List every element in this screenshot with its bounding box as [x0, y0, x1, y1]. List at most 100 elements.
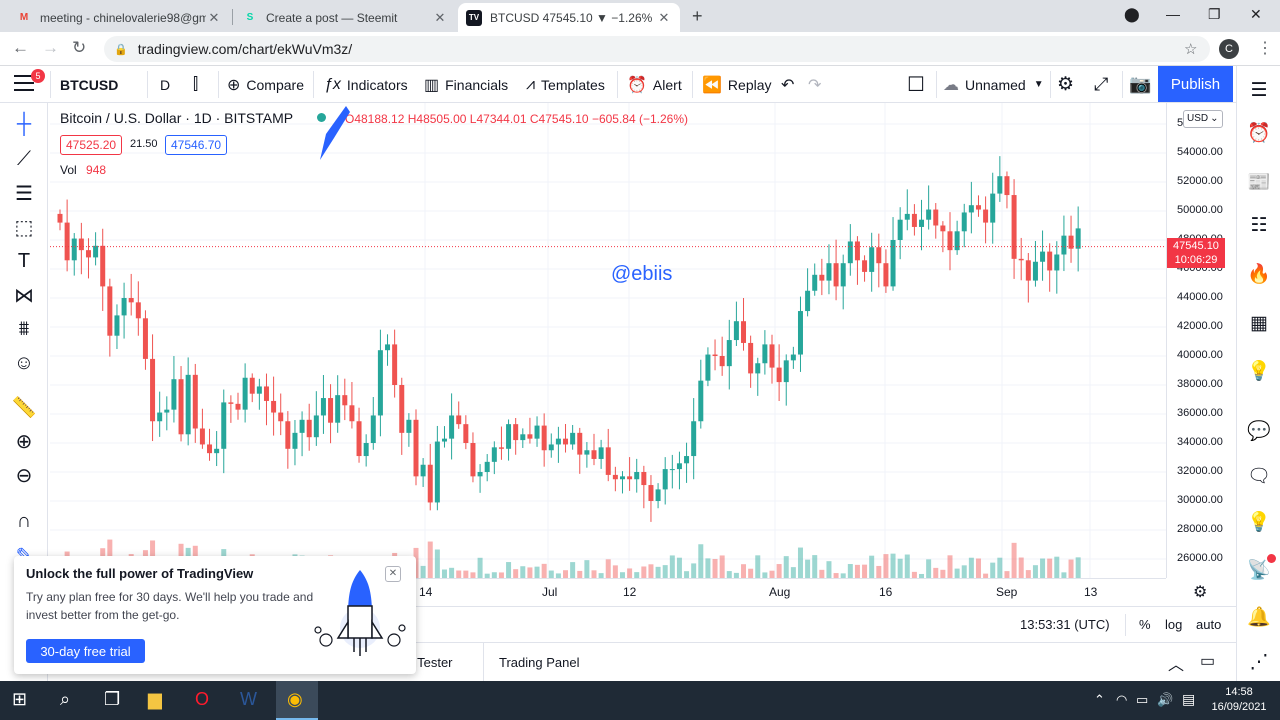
financials-button[interactable]: ▥ Financials [424, 66, 508, 103]
windows-start-icon[interactable]: ⊞ [12, 689, 28, 709]
fullscreen-button[interactable]: ⤢ [1094, 66, 1114, 103]
file-explorer-icon[interactable]: ▆ [148, 689, 162, 709]
word-icon[interactable]: W [240, 689, 257, 709]
text-icon[interactable]: T [17, 249, 31, 272]
chart-style-button[interactable]: ⫿ [193, 66, 204, 103]
browser-tab-steemit[interactable]: S Create a post — Steemit ✕ [234, 3, 456, 32]
price-axis[interactable]: 56000.0054000.0052000.0050000.0048000.00… [1166, 103, 1234, 578]
trend-line-icon[interactable]: ⟋ [17, 147, 31, 170]
symbol-title[interactable]: Bitcoin / U.S. Dollar · 1D · BITSTAMP [60, 110, 294, 126]
publish-button[interactable]: Publish [1158, 66, 1233, 102]
more-icon[interactable]: ⋰ [1249, 651, 1269, 673]
url-field[interactable]: 🔒 tradingview.com/chart/ekWuVm3z/ [104, 36, 1210, 62]
currency-selector[interactable]: USD ⌄ [1183, 110, 1223, 128]
bell-icon[interactable]: 🔔 [1247, 607, 1271, 628]
task-view-icon[interactable]: ❐ [104, 689, 121, 709]
streams-icon[interactable]: 💡 [1247, 512, 1271, 533]
browser-menu-icon[interactable]: ⋮ [1257, 40, 1273, 57]
ruler-icon[interactable]: 📏 [11, 396, 37, 419]
free-trial-button[interactable]: 30-day free trial [26, 639, 145, 663]
settings-button[interactable]: ⚙ [1057, 66, 1080, 103]
maximize-panel-icon[interactable]: ▭ [1200, 653, 1216, 670]
smile-icon[interactable]: ☺ [13, 351, 35, 374]
new-tab-icon[interactable]: + [692, 6, 703, 26]
browser-tab-gmail[interactable]: M meeting - chinelovalerie98@gma ✕ [8, 3, 230, 32]
bookmark-star-icon[interactable]: ☆ [1184, 41, 1198, 58]
watchlist-icon[interactable]: ☰ [1250, 79, 1268, 101]
gear-icon[interactable]: ⚙ [1193, 584, 1208, 601]
fullscreen-select-button[interactable]: ☐ [907, 66, 931, 103]
search-icon[interactable]: ⌕ [60, 689, 71, 709]
maximize-icon[interactable]: ❐ [1208, 6, 1221, 22]
system-clock[interactable]: 14:58 16/09/2021 [1206, 685, 1272, 715]
wifi-icon[interactable]: ◠ [1116, 692, 1128, 707]
broadcast-icon[interactable]: 📡 [1247, 560, 1271, 581]
alert-button[interactable]: ⏰ Alert [627, 66, 682, 103]
volume-bar [605, 559, 611, 578]
fib-icon[interactable]: ☰ [15, 182, 33, 205]
menu-icon[interactable] [14, 75, 34, 93]
templates-button[interactable]: ⩘ Templates [526, 66, 605, 103]
log-toggle[interactable]: log [1165, 617, 1183, 632]
chats-icon[interactable]: 💬 [1247, 421, 1271, 442]
timezone-clock[interactable]: 13:53:31 (UTC) [1020, 617, 1110, 632]
tab-trading-panel[interactable]: Trading Panel [499, 655, 580, 670]
close-icon[interactable]: ✕ [208, 9, 220, 25]
financials-label: Financials [445, 76, 509, 93]
redo-button[interactable]: ↷ [808, 66, 827, 103]
data-window-icon[interactable]: ☷ [1250, 214, 1268, 236]
close-icon[interactable]: ✕ [434, 9, 446, 25]
ideas-icon[interactable]: 💡 [1247, 361, 1271, 382]
close-icon[interactable]: ✕ [385, 566, 401, 582]
notifications-icon[interactable]: ▤ [1182, 691, 1196, 707]
price-chart[interactable] [50, 103, 1166, 578]
chevron-up-icon[interactable]: ⌃ [1094, 692, 1105, 707]
snapshot-button[interactable]: 📷 [1129, 66, 1157, 103]
compare-button[interactable]: ⊕ Compare [227, 66, 304, 103]
candle-body [833, 263, 839, 287]
symbol-search-button[interactable]: BTCUSD [60, 76, 119, 93]
avatar[interactable]: C [1219, 39, 1239, 59]
magnet-icon[interactable]: ∩ [16, 509, 32, 532]
volume-bar [726, 571, 732, 578]
chrome-taskbar-button[interactable]: ◉ [276, 681, 318, 720]
crosshair-icon[interactable]: ┼ [16, 112, 32, 135]
tab-search-icon[interactable]: ⬤ [1124, 6, 1140, 22]
measure-icon[interactable]: ⩩ [18, 317, 30, 340]
close-icon[interactable]: ✕ [658, 9, 670, 25]
calendar-icon[interactable]: ▦ [1250, 312, 1268, 334]
opera-icon[interactable]: O [195, 689, 210, 709]
layout-button[interactable]: ☁ Unnamed ▼ [943, 66, 1044, 103]
sell-price-box[interactable]: 47525.20 [60, 135, 123, 155]
volume-icon[interactable]: 🔊 [1157, 692, 1174, 707]
chat-icon[interactable]: 🗨 [1246, 466, 1272, 487]
forecast-icon[interactable]: ⋈ [14, 284, 34, 307]
auto-toggle[interactable]: auto [1196, 617, 1222, 632]
indicators-button[interactable]: ƒx Indicators [324, 66, 408, 103]
browser-tab-tradingview[interactable]: TV BTCUSD 47545.10 ▼ −1.26% Unn ✕ [458, 3, 680, 32]
candle-body [420, 464, 426, 477]
candle-body [790, 354, 796, 361]
watermark-text: @ebiis [611, 263, 673, 285]
alerts-icon[interactable]: ⏰ [1247, 123, 1271, 144]
replay-button[interactable]: ⏪ Replay [702, 66, 772, 103]
minimize-icon[interactable]: — [1166, 6, 1180, 22]
back-icon[interactable]: ← [12, 38, 29, 57]
buy-price-box[interactable]: 47546.70 [165, 135, 228, 155]
volume-bar [854, 564, 860, 578]
undo-button[interactable]: ↶ [781, 66, 800, 103]
news-icon[interactable]: 📰 [1247, 172, 1271, 193]
reload-icon[interactable]: ↻ [72, 38, 87, 57]
hotlist-icon[interactable]: 🔥 [1247, 264, 1271, 285]
zoom-out-icon[interactable]: ⊖ [15, 464, 33, 487]
candlestick-chart[interactable] [50, 103, 1166, 578]
battery-icon[interactable]: ▭ [1136, 692, 1149, 707]
volume-legend[interactable]: Vol 948 [60, 163, 106, 177]
zoom-in-icon[interactable]: ⊕ [15, 430, 33, 453]
chevron-up-icon[interactable]: ︿ [1168, 657, 1185, 674]
percent-toggle[interactable]: % [1139, 617, 1151, 632]
forward-icon[interactable]: → [42, 38, 59, 57]
window-close-icon[interactable]: ✕ [1250, 6, 1262, 22]
pattern-icon[interactable]: ⬚ [14, 216, 34, 239]
interval-button[interactable]: D [160, 76, 171, 93]
